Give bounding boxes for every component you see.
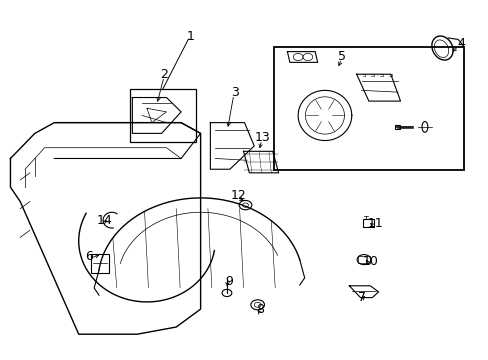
Text: 5: 5 bbox=[337, 50, 346, 63]
Bar bbox=[91, 253, 109, 273]
Bar bbox=[357, 256, 369, 263]
Bar bbox=[362, 220, 373, 227]
Text: 9: 9 bbox=[224, 275, 232, 288]
Text: 6: 6 bbox=[85, 249, 93, 262]
Bar bbox=[394, 125, 399, 130]
Text: 12: 12 bbox=[230, 189, 246, 202]
Text: 3: 3 bbox=[230, 86, 238, 99]
Text: 2: 2 bbox=[160, 68, 168, 81]
Text: 11: 11 bbox=[366, 217, 382, 230]
Text: 1: 1 bbox=[186, 30, 194, 43]
Text: 13: 13 bbox=[255, 131, 270, 144]
Text: 7: 7 bbox=[357, 291, 365, 304]
Text: 14: 14 bbox=[96, 214, 112, 227]
Text: 8: 8 bbox=[256, 303, 264, 316]
Text: 10: 10 bbox=[362, 255, 377, 268]
Bar bbox=[273, 46, 463, 170]
Text: 4: 4 bbox=[457, 36, 465, 50]
Bar bbox=[130, 89, 195, 142]
